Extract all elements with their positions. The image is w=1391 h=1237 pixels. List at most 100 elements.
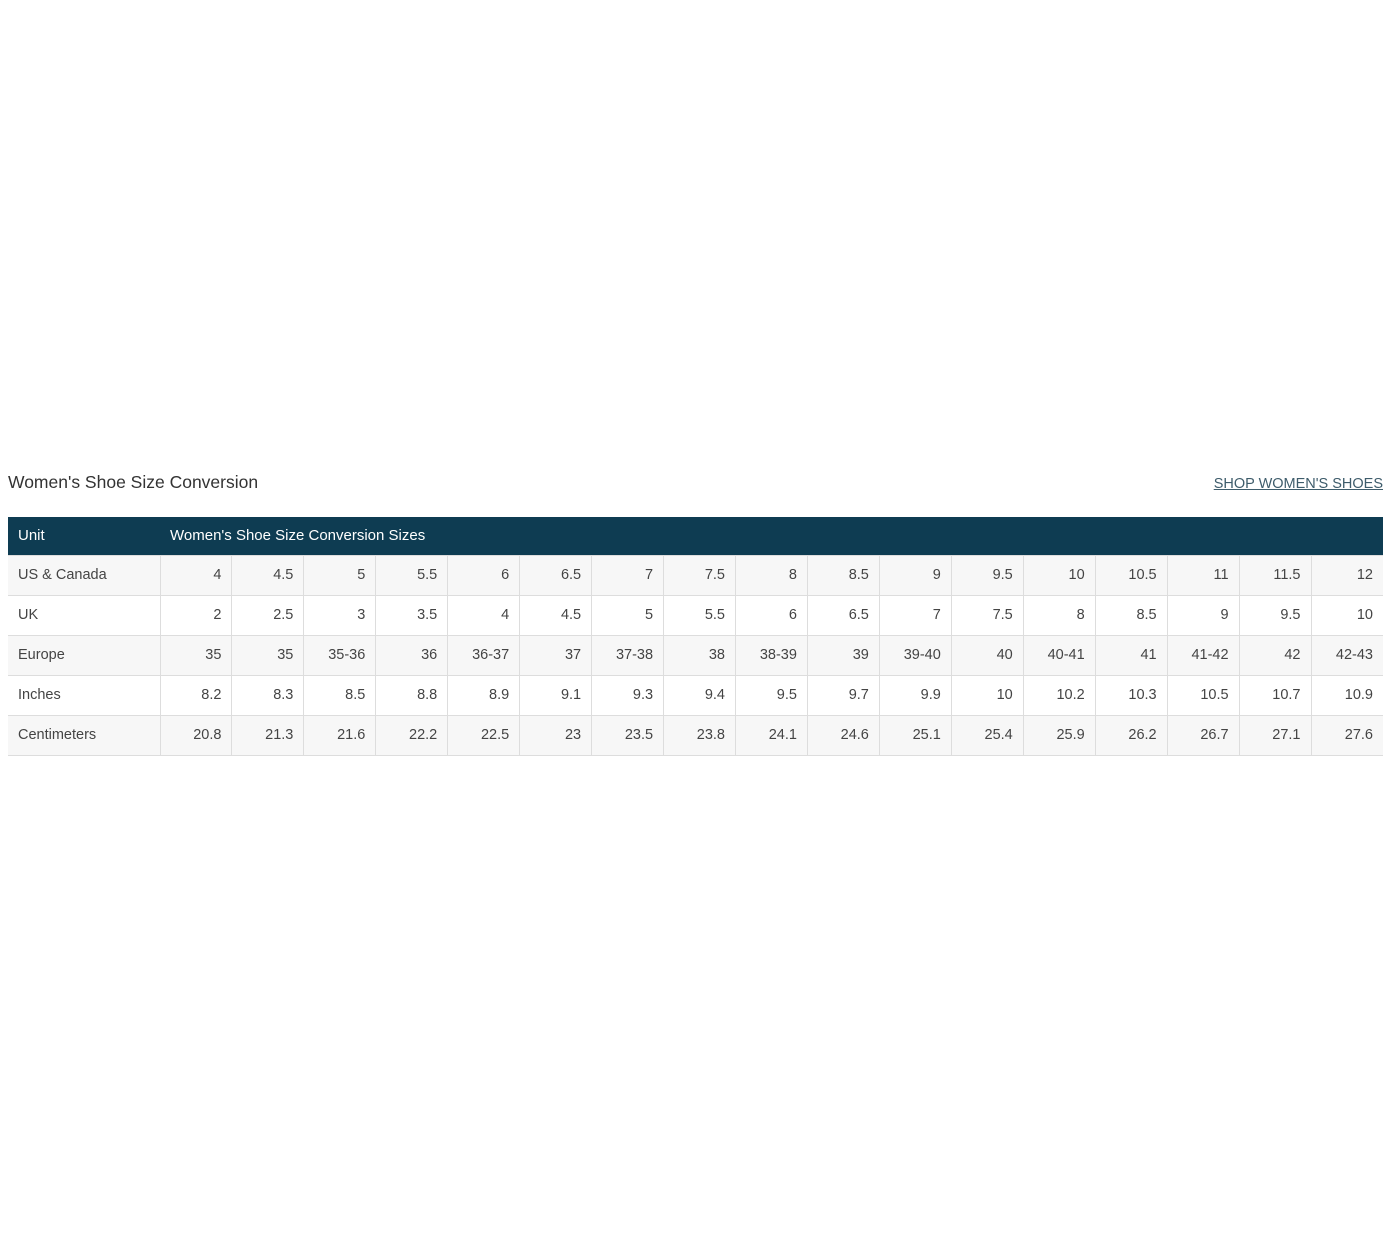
size-value-cell: 36-37 — [447, 634, 521, 676]
size-value-cell: 11 — [1166, 554, 1240, 596]
size-value-cell: 2.5 — [231, 594, 305, 636]
size-value-cell: 10.3 — [1094, 674, 1168, 716]
size-value-cell: 41-42 — [1166, 634, 1240, 676]
size-value-cell: 4.5 — [519, 594, 593, 636]
size-value-cell: 6 — [447, 554, 521, 596]
size-value-cell: 23.5 — [591, 714, 665, 756]
size-value-cell: 7 — [878, 594, 952, 636]
size-value-cell: 42 — [1238, 634, 1312, 676]
size-value-cell: 6.5 — [806, 594, 880, 636]
table-row: US & Canada 4 4.5 5 5.5 6 6.5 7 7.5 8 8.5 9 9.5 10 10.… — [8, 554, 1383, 596]
size-value-cell: 10 — [1022, 554, 1096, 596]
size-value-cell: 35 — [159, 634, 233, 676]
size-value-cell: 25.9 — [1022, 714, 1096, 756]
row-label: UK — [8, 594, 161, 636]
table-row: Europe 35 35 35-36 36 36-37 37 37-38 38 38-39 39 39… — [8, 634, 1383, 676]
size-value-cell: 24.1 — [735, 714, 808, 756]
size-value-cell: 22.5 — [447, 714, 521, 756]
size-value-cell: 4 — [447, 594, 521, 636]
size-value-cell: 10.5 — [1166, 674, 1240, 716]
table-header-row: Unit Women's Shoe Size Conversion Sizes — [8, 517, 1383, 555]
size-value-cell: 8.5 — [1094, 594, 1168, 636]
size-value-cell: 9.4 — [663, 674, 736, 716]
size-value-cell: 27.1 — [1238, 714, 1312, 756]
table-row: UK 2 2.5 3 3.5 4 4.5 5 5.5 6 6.5 7 7.5 8 8.5 9 9.5 10 — [8, 594, 1383, 636]
size-value-cell: 4 — [159, 554, 233, 596]
size-value-cell: 9.3 — [591, 674, 665, 716]
size-value-cell: 21.6 — [303, 714, 377, 756]
size-value-cell: 8 — [735, 554, 808, 596]
size-value-cell: 10 — [950, 674, 1024, 716]
size-value-cell: 23.8 — [663, 714, 736, 756]
size-value-cell: 40-41 — [1022, 634, 1096, 676]
size-value-cell: 7.5 — [663, 554, 736, 596]
size-value-cell: 9.5 — [950, 554, 1024, 596]
header-unit-cell: Unit — [8, 517, 160, 555]
size-value-cell: 24.6 — [806, 714, 880, 756]
header-sizes-cell: Women's Shoe Size Conversion Sizes — [160, 517, 1383, 555]
size-value-cell: 5.5 — [375, 554, 449, 596]
row-label: US & Canada — [8, 554, 161, 596]
size-value-cell: 9 — [1166, 594, 1240, 636]
table-body: US & Canada 4 4.5 5 5.5 6 6.5 7 7.5 8 8.5 9 9.5 10 10.… — [8, 554, 1383, 756]
size-value-cell: 6 — [735, 594, 808, 636]
size-value-cell: 35 — [231, 634, 305, 676]
size-value-cell: 8.5 — [303, 674, 377, 716]
size-value-cell: 7 — [591, 554, 665, 596]
size-value-cell: 26.2 — [1094, 714, 1168, 756]
size-value-cell: 10.5 — [1094, 554, 1168, 596]
size-value-cell: 36 — [375, 634, 449, 676]
size-value-cell: 9.9 — [878, 674, 952, 716]
size-value-cell: 2 — [159, 594, 233, 636]
size-value-cell: 9.1 — [519, 674, 593, 716]
size-value-cell: 5.5 — [663, 594, 736, 636]
size-value-cell: 5 — [303, 554, 377, 596]
size-value-cell: 26.7 — [1166, 714, 1240, 756]
size-value-cell: 22.2 — [375, 714, 449, 756]
size-value-cell: 9.5 — [1238, 594, 1312, 636]
size-value-cell: 38 — [663, 634, 736, 676]
size-value-cell: 10.2 — [1022, 674, 1096, 716]
size-value-cell: 20.8 — [159, 714, 233, 756]
size-value-cell: 8.2 — [159, 674, 233, 716]
size-value-cell: 39-40 — [878, 634, 952, 676]
size-value-cell: 5 — [591, 594, 665, 636]
size-value-cell: 9.5 — [735, 674, 808, 716]
table-row: Inches 8.2 8.3 8.5 8.8 8.9 9.1 9.3 9.4 9.5 9.7 9.9 1… — [8, 674, 1383, 716]
size-value-cell: 23 — [519, 714, 593, 756]
size-value-cell: 8.8 — [375, 674, 449, 716]
size-value-cell: 27.6 — [1310, 714, 1383, 756]
size-value-cell: 41 — [1094, 634, 1168, 676]
table-row: Centimeters 20.8 21.3 21.6 22.2 22.5 23 23.5 23.… — [8, 714, 1383, 756]
size-value-cell: 39 — [806, 634, 880, 676]
size-value-cell: 9 — [878, 554, 952, 596]
size-value-cell: 9.7 — [806, 674, 880, 716]
size-value-cell: 4.5 — [231, 554, 305, 596]
size-value-cell: 38-39 — [735, 634, 808, 676]
size-value-cell: 42-43 — [1310, 634, 1383, 676]
row-label: Europe — [8, 634, 161, 676]
size-value-cell: 40 — [950, 634, 1024, 676]
size-value-cell: 8 — [1022, 594, 1096, 636]
size-value-cell: 25.1 — [878, 714, 952, 756]
page-content: Women's Shoe Size Conversion SHOP WOMEN'… — [8, 468, 1383, 756]
size-value-cell: 25.4 — [950, 714, 1024, 756]
row-label: Centimeters — [8, 714, 161, 756]
row-label: Inches — [8, 674, 161, 716]
size-value-cell: 8.3 — [231, 674, 305, 716]
size-value-cell: 8.5 — [806, 554, 880, 596]
size-value-cell: 3 — [303, 594, 377, 636]
size-value-cell: 21.3 — [231, 714, 305, 756]
size-value-cell: 37 — [519, 634, 593, 676]
size-value-cell: 11.5 — [1238, 554, 1312, 596]
size-value-cell: 3.5 — [375, 594, 449, 636]
size-value-cell: 37-38 — [591, 634, 665, 676]
size-value-cell: 12 — [1310, 554, 1383, 596]
title-bar: Women's Shoe Size Conversion SHOP WOMEN'… — [8, 468, 1383, 496]
shop-womens-shoes-link[interactable]: SHOP WOMEN'S SHOES — [1213, 476, 1383, 492]
shoe-size-conversion-table: Unit Women's Shoe Size Conversion Sizes … — [8, 517, 1383, 756]
size-value-cell: 10.7 — [1238, 674, 1312, 716]
size-value-cell: 6.5 — [519, 554, 593, 596]
table-header: Unit Women's Shoe Size Conversion Sizes — [8, 517, 1383, 555]
page-title: Women's Shoe Size Conversion — [8, 472, 259, 492]
